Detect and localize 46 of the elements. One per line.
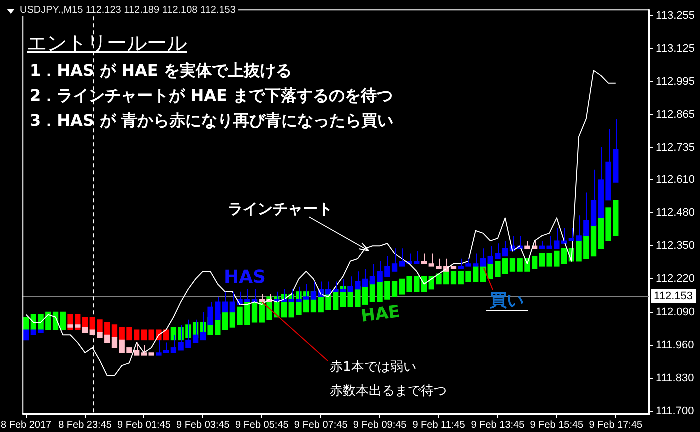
bar (141, 330, 148, 341)
annotation: 2．ラインチャートが HAE まで下落するのを待つ (30, 86, 393, 105)
y-tick-label: 112.735 (656, 142, 696, 154)
x-tick-label: 9 Feb 01:45 (118, 420, 172, 431)
x-tick-label: 9 Feb 03:45 (176, 420, 230, 431)
text: HAE (360, 302, 402, 327)
x-tick-label: 9 Feb 05:45 (235, 420, 290, 431)
y-tick-label: 111.960 (656, 339, 694, 352)
series-label: HAS (224, 267, 266, 288)
bar (450, 271, 457, 285)
annotation: 3．HAS が 青から赤になり再び青になったら買い (30, 111, 394, 130)
bar (148, 352, 154, 356)
text: エントリールール (27, 30, 187, 57)
x-tick-label: 9 Feb 17:45 (589, 420, 644, 431)
bar (510, 258, 516, 272)
x-tick-label: 9 Feb 09:45 (353, 420, 408, 431)
ref-line-label: 112.153 (654, 290, 694, 302)
bar (112, 324, 118, 338)
bar (590, 225, 597, 257)
annotation: 赤数本出るまで待つ (330, 384, 447, 399)
y-tick-label: 112.350 (656, 240, 696, 252)
y-tick-label: 113.255 (656, 10, 696, 22)
y-tick-label: 111.830 (656, 372, 694, 384)
x-tick-label: 9 Feb 11:45 (412, 420, 466, 431)
y-tick-label: 112.480 (656, 207, 696, 220)
y-tick-label: 112.090 (656, 306, 696, 318)
x-tick-label: 9 Feb 07:45 (294, 420, 348, 431)
annotation: 買い (489, 291, 524, 311)
bar (222, 312, 228, 330)
chart-subtitle: USDJPY.,M15 112.123 112.189 112.108 112.153 (18, 5, 238, 16)
x-tick-label: 8 Feb 2017 (0, 420, 52, 431)
x-tick-label: 9 Feb 15:45 (530, 420, 584, 431)
bar (23, 317, 30, 330)
y-tick-label: 111.700 (656, 405, 694, 418)
y-tick-label: 112.220 (656, 273, 696, 286)
y-tick-label: 112.610 (656, 174, 696, 186)
bar (60, 312, 66, 330)
text: ラインチャート (228, 200, 333, 218)
y-tick-label: 112.995 (656, 76, 696, 88)
bar (450, 266, 457, 270)
annotation: 1．HAS が HAE を実体で上抜ける (30, 61, 292, 80)
x-tick-label: 9 Feb 13:45 (471, 420, 526, 431)
y-tick-label: 112.865 (656, 109, 696, 122)
annotation: 赤1本では弱い (330, 360, 416, 375)
y-tick-label: 113.125 (656, 43, 696, 56)
x-tick-label: 8 Feb 23:45 (58, 420, 112, 431)
